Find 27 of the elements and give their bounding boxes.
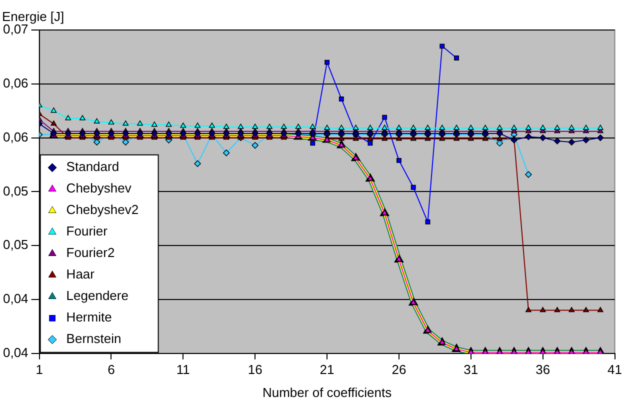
x-tick-label: 6 [108,362,115,377]
legend-label: Fourier2 [66,245,115,260]
y-axis-title: Energie [J] [2,9,64,24]
x-tick-label: 21 [320,362,334,377]
y-tick-label: 0,06 [2,75,28,90]
x-tick-label: 41 [608,362,622,377]
legend-label: Hermite [66,310,112,325]
x-axis-title: Number of coefficients [262,385,392,400]
legend-label: Chebyshev2 [66,202,139,218]
legend-label: Chebyshev [66,180,132,196]
x-tick-label: 26 [392,362,406,377]
legend-label: Standard [66,159,120,174]
y-tick-label: 0,04 [2,344,28,360]
x-tick-label: 31 [464,362,478,377]
legend-label: Haar [66,266,96,282]
legend-label: Legendere [66,288,128,304]
y-tick-label: 0,05 [2,237,28,252]
y-tick-label: 0,07 [2,22,28,37]
x-tick-label: 16 [248,362,262,377]
y-tick-label: 0,05 [2,183,28,198]
y-tick-label: 0,06 [2,129,28,144]
legend-label: Fourier [66,224,108,239]
y-tick-label: 0,04 [2,291,28,306]
x-tick-label: 36 [536,362,550,377]
x-tick-label: 11 [176,362,190,377]
x-tick-label: 1 [36,362,43,377]
legend-label: Bernstein [66,331,122,346]
